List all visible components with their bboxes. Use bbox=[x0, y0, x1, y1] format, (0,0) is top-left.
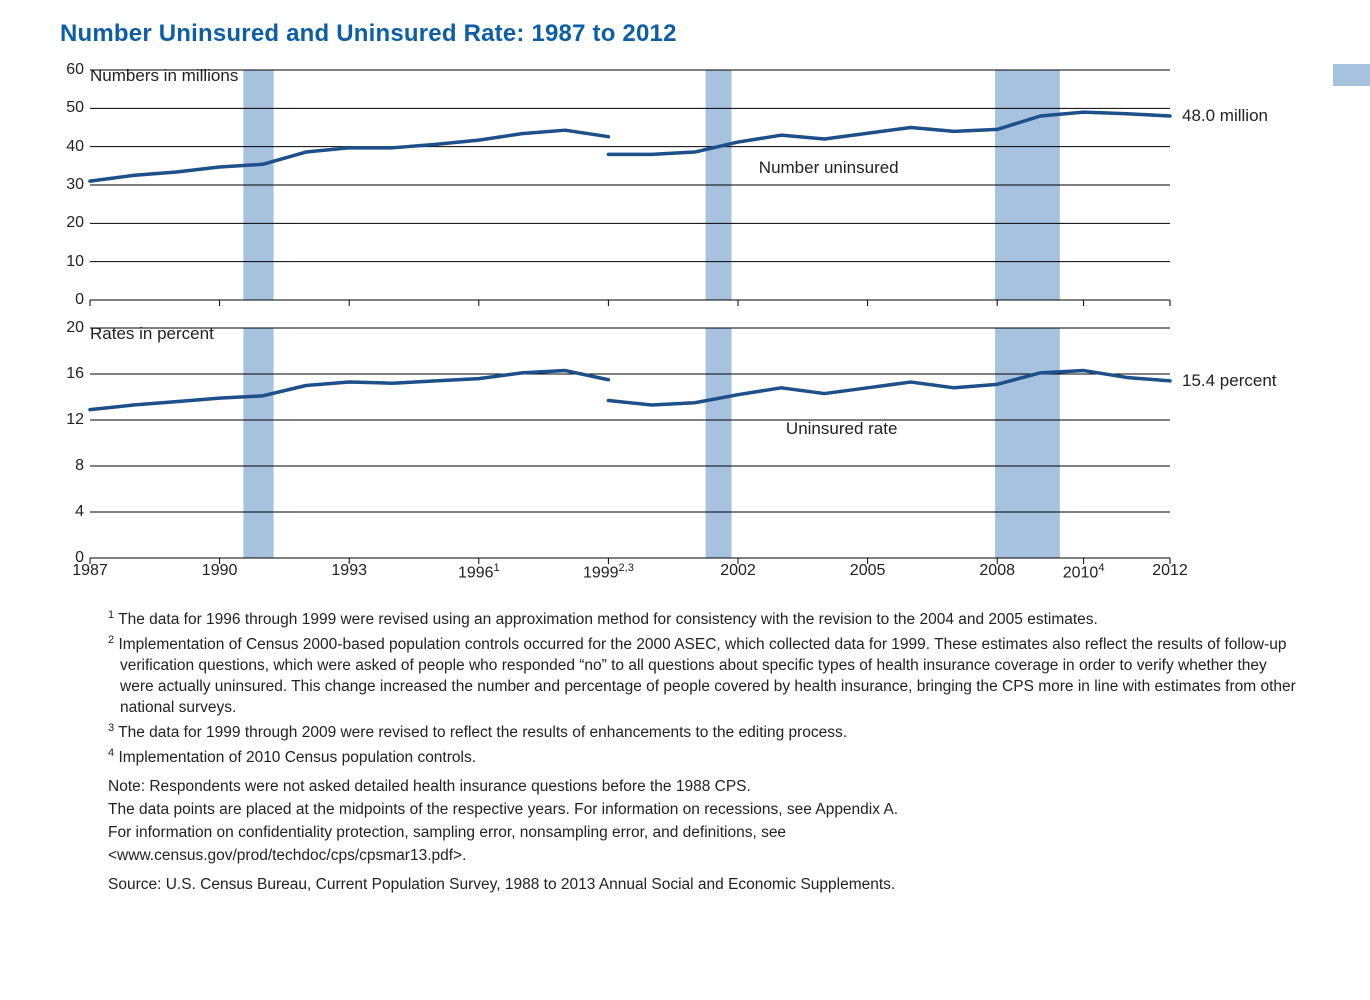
note-1: Note: Respondents were not asked detaile… bbox=[108, 777, 1300, 798]
y-tick-label: 40 bbox=[66, 138, 90, 156]
plot-area-numbers: 010203040506048.0 millionNumber uninsure… bbox=[90, 70, 1170, 300]
y-tick-label: 20 bbox=[66, 319, 90, 337]
x-tick-label: 19992,3 bbox=[583, 558, 634, 582]
y-tick-label: 30 bbox=[66, 176, 90, 194]
y-tick-label: 0 bbox=[75, 291, 90, 309]
x-tick-label: 2005 bbox=[850, 558, 886, 580]
footnote-4: 4 Implementation of 2010 Census populati… bbox=[108, 746, 1300, 769]
footnote-3: 3 The data for 1999 through 2009 were re… bbox=[108, 721, 1300, 744]
footnotes: 1 The data for 1996 through 1999 were re… bbox=[108, 608, 1300, 896]
y-tick-label: 60 bbox=[66, 61, 90, 79]
end-value-label: 48.0 million bbox=[1170, 106, 1268, 126]
y-tick-label: 20 bbox=[66, 214, 90, 232]
legend-swatch bbox=[1333, 64, 1370, 86]
y-tick-label: 12 bbox=[66, 411, 90, 429]
end-value-label: 15.4 percent bbox=[1170, 371, 1277, 391]
x-tick-label: 19961 bbox=[458, 558, 500, 582]
x-tick-label: 1993 bbox=[331, 558, 367, 580]
x-tick-label: 2012 bbox=[1152, 558, 1188, 580]
note-2: The data points are placed at the midpoi… bbox=[108, 800, 1300, 821]
x-tick-label: 1990 bbox=[202, 558, 238, 580]
y-tick-label: 50 bbox=[66, 99, 90, 117]
chart-rates: Rates in percent 04812162019871990199319… bbox=[60, 328, 1320, 558]
y-tick-label: 16 bbox=[66, 365, 90, 383]
series-label: Uninsured rate bbox=[786, 419, 898, 439]
series-label: Number uninsured bbox=[759, 158, 899, 178]
y-tick-label: 8 bbox=[75, 457, 90, 475]
x-tick-label: 1987 bbox=[72, 558, 108, 580]
y-tick-label: 10 bbox=[66, 253, 90, 271]
x-tick-label: 20104 bbox=[1063, 558, 1105, 582]
source: Source: U.S. Census Bureau, Current Popu… bbox=[108, 875, 1300, 896]
figure-page: Number Uninsured and Uninsured Rate: 198… bbox=[0, 0, 1370, 1000]
note-3: For information on confidentiality prote… bbox=[108, 823, 1300, 844]
chart-numbers: Recession Numbers in millions 0102030405… bbox=[60, 70, 1320, 300]
x-tick-label: 2002 bbox=[720, 558, 756, 580]
y-tick-label: 4 bbox=[75, 503, 90, 521]
footnote-1: 1 The data for 1996 through 1999 were re… bbox=[108, 608, 1300, 631]
plot-area-rates: 0481216201987199019931996119992,32002200… bbox=[90, 328, 1170, 558]
chart-title: Number Uninsured and Uninsured Rate: 198… bbox=[60, 20, 1320, 48]
note-3b: <www.census.gov/prod/techdoc/cps/cpsmar1… bbox=[108, 846, 1300, 867]
x-tick-label: 2008 bbox=[979, 558, 1015, 580]
footnote-2: 2 Implementation of Census 2000-based po… bbox=[108, 633, 1300, 719]
legend: Recession bbox=[1333, 64, 1370, 86]
